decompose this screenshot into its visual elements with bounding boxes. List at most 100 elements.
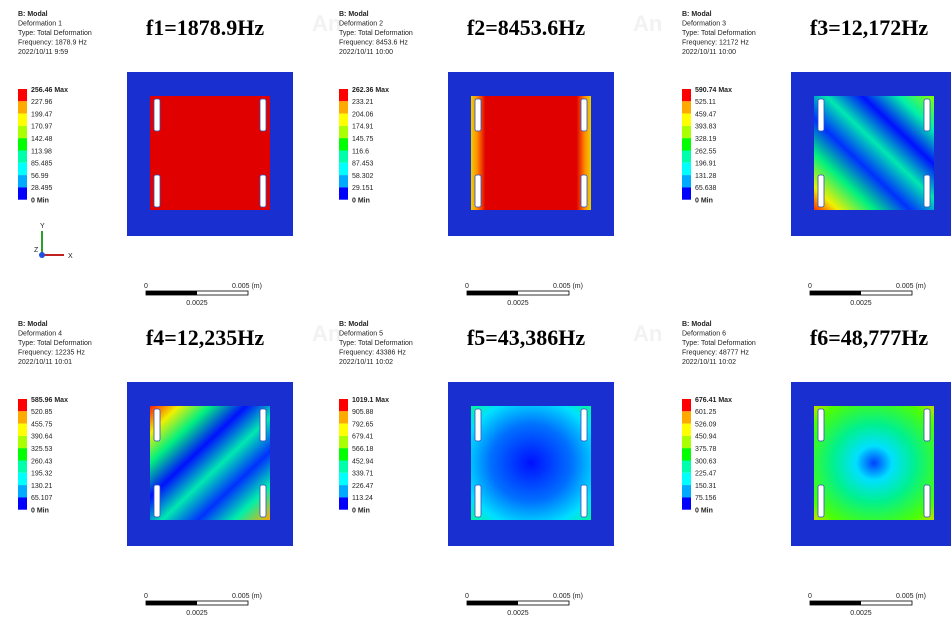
slot — [154, 99, 160, 131]
legend-band — [339, 187, 348, 199]
legend-label: 150.31 — [695, 483, 717, 490]
slot — [475, 99, 481, 131]
legend-label: 130.21 — [31, 483, 53, 490]
legend-band — [18, 126, 27, 138]
legend-label: 566.18 — [352, 446, 374, 453]
legend-band — [682, 461, 691, 473]
watermark: An — [633, 11, 662, 36]
frequency-label: f1=1878.9Hz — [146, 15, 264, 40]
legend-label: 233.21 — [352, 99, 374, 106]
header-line: Type: Total Deformation — [339, 30, 413, 37]
legend-band — [682, 138, 691, 150]
legend-band — [682, 187, 691, 199]
legend-band — [339, 485, 348, 497]
slot — [818, 175, 824, 207]
legend-band — [339, 497, 348, 509]
legend-band — [18, 424, 27, 436]
legend-label: 29.151 — [352, 185, 374, 192]
triad-origin — [39, 252, 45, 258]
legend-label: 300.63 — [695, 458, 717, 465]
legend-label: 325.53 — [31, 446, 53, 453]
legend-label: 58.302 — [352, 173, 374, 180]
legend-label: 262.36 Max — [352, 87, 389, 94]
slot — [581, 175, 587, 207]
legend-label: 0 Min — [352, 198, 370, 205]
triad-label: Z — [34, 247, 39, 254]
slot — [581, 409, 587, 441]
watermark: An — [633, 321, 662, 346]
legend-label: 450.94 — [695, 434, 717, 441]
legend-label: 452.94 — [352, 458, 374, 465]
slot — [154, 409, 160, 441]
legend-label: 390.64 — [31, 434, 53, 441]
header-line: Type: Total Deformation — [339, 340, 413, 347]
legend-label: 526.09 — [695, 421, 717, 428]
legend-label: 65.107 — [31, 495, 53, 502]
slot — [154, 485, 160, 517]
legend-label: 56.99 — [31, 173, 49, 180]
legend-band — [18, 151, 27, 163]
legend-label: 87.453 — [352, 161, 374, 168]
legend-label: 204.06 — [352, 111, 374, 118]
legend-band — [18, 101, 27, 113]
legend-band — [18, 473, 27, 485]
header-line: B: Modal — [682, 321, 712, 328]
scale-label: 0 — [144, 593, 148, 600]
legend-band — [18, 411, 27, 423]
legend-band — [18, 399, 27, 411]
legend-label: 585.96 Max — [31, 397, 68, 404]
legend-band — [339, 461, 348, 473]
legend-label: 195.32 — [31, 471, 53, 478]
legend-band — [682, 163, 691, 175]
plate — [814, 96, 934, 210]
legend-label: 679.41 — [352, 434, 374, 441]
legend-band — [339, 424, 348, 436]
legend-label: 1019.1 Max — [352, 397, 389, 404]
legend-label: 0 Min — [31, 198, 49, 205]
legend-label: 590.74 Max — [695, 87, 732, 94]
scale-label: 0.005 (m) — [232, 283, 262, 290]
legend-band — [682, 126, 691, 138]
legend-band — [682, 114, 691, 126]
slot — [475, 485, 481, 517]
legend-band — [18, 89, 27, 101]
legend-band — [18, 138, 27, 150]
legend-label: 375.78 — [695, 446, 717, 453]
legend-band — [18, 187, 27, 199]
scale-label: 0.005 (m) — [896, 283, 926, 290]
legend-band — [682, 151, 691, 163]
legend-label: 0 Min — [695, 198, 713, 205]
slot — [260, 175, 266, 207]
legend-label: 262.55 — [695, 148, 717, 155]
legend-label: 113.98 — [31, 148, 52, 155]
legend-band — [339, 89, 348, 101]
header-line: Deformation 1 — [18, 20, 62, 27]
slot — [260, 409, 266, 441]
header-line: Deformation 5 — [339, 330, 383, 337]
legend-label: 455.75 — [31, 421, 53, 428]
figure: B: Modal Deformation 1 Type: Total Deforma… — [0, 0, 951, 619]
slot — [924, 409, 930, 441]
legend-label: 174.91 — [352, 124, 374, 131]
legend-label: 226.47 — [352, 483, 374, 490]
header-line: Deformation 3 — [682, 20, 726, 27]
scale-label: 0.0025 — [850, 300, 872, 307]
legend-band — [339, 411, 348, 423]
header-line: Frequency: 1878.9 Hz — [18, 39, 87, 46]
legend-band — [339, 114, 348, 126]
scale-label: 0.0025 — [186, 300, 208, 307]
slot — [581, 485, 587, 517]
header-line: 2022/10/11 10:02 — [682, 359, 736, 366]
slot — [260, 99, 266, 131]
slot — [818, 99, 824, 131]
plate — [814, 406, 934, 520]
legend-band — [682, 399, 691, 411]
header-line: Type: Total Deformation — [682, 30, 756, 37]
legend-band — [682, 448, 691, 460]
frequency-label: f4=12,235Hz — [146, 325, 264, 350]
legend-label: 339.71 — [352, 471, 374, 478]
watermark: An — [312, 321, 341, 346]
plate — [471, 406, 591, 520]
legend-band — [682, 101, 691, 113]
legend-label: 459.47 — [695, 111, 717, 118]
